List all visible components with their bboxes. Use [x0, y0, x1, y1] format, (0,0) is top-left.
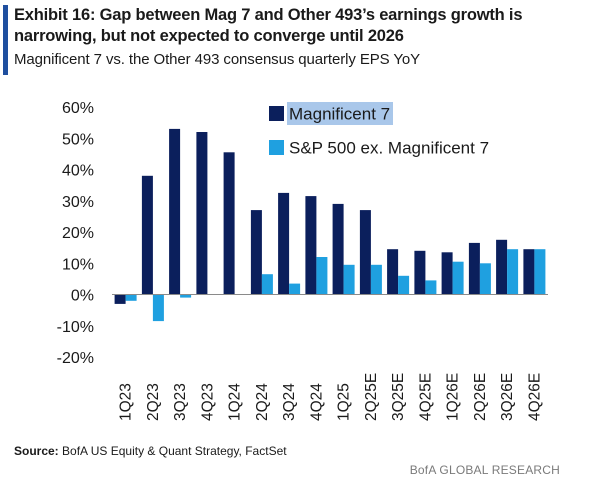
- x-tick-label: 2Q25E: [363, 373, 380, 421]
- chart-title: Exhibit 16: Gap between Mag 7 and Other …: [14, 6, 523, 45]
- bar-magnificent-7: [278, 192, 290, 295]
- y-tick-label: 20%: [62, 225, 94, 242]
- bar-magnificent-7: [387, 249, 399, 295]
- chart-subtitle: Magnificent 7 vs. the Other 493 consensu…: [14, 51, 421, 68]
- legend: Magnificent 7 S&P 500 ex. Magnificent 7: [269, 102, 489, 158]
- x-tick-label: 3Q24: [281, 383, 298, 421]
- y-tick-label: 10%: [62, 256, 94, 273]
- legend-swatch-sp500-ex-mag7: [269, 140, 284, 155]
- y-tick-label: 40%: [62, 163, 94, 180]
- bar-magnificent-7: [441, 252, 453, 295]
- y-tick-label: 0%: [71, 288, 94, 305]
- bar-magnificent-7: [141, 175, 153, 295]
- bar-sp500-ex-mag7: [316, 257, 328, 295]
- y-axis: 60% 50% 40% 30% 20% 10% 0% -10% -20%: [57, 100, 94, 367]
- y-tick-label: 60%: [62, 100, 94, 117]
- x-axis: 1Q23 2Q23 3Q23 4Q23 1Q24 2Q24 3Q24 4Q24 1Q25 2Q25…: [118, 373, 544, 421]
- legend-label-magnificent-7: Magnificent 7: [289, 105, 390, 124]
- x-tick-label: 1Q26E: [445, 373, 462, 421]
- bar-sp500-ex-mag7: [152, 294, 164, 322]
- x-tick-label: 4Q23: [199, 383, 216, 421]
- x-tick-label: 2Q23: [145, 383, 162, 421]
- x-tick-label: 1Q25: [336, 383, 353, 421]
- x-tick-label: 2Q24: [254, 383, 271, 421]
- bar-magnificent-7: [250, 210, 262, 295]
- y-tick-label: 30%: [62, 194, 94, 211]
- bar-sp500-ex-mag7: [507, 249, 519, 295]
- accent-bar: [3, 5, 8, 75]
- bar-magnificent-7: [223, 152, 235, 295]
- legend-swatch-magnificent-7: [269, 106, 284, 121]
- bar-sp500-ex-mag7: [452, 261, 464, 295]
- bar-magnificent-7: [414, 250, 426, 295]
- source-label: Source:: [14, 444, 59, 458]
- bar-magnificent-7: [359, 210, 371, 295]
- bar-chart: 60% 50% 40% 30% 20% 10% 0% -10% -20% 1Q23 2Q23 3Q2…: [57, 100, 548, 421]
- y-tick-label: -20%: [57, 350, 94, 367]
- bar-sp500-ex-mag7: [343, 264, 355, 295]
- legend-label-sp500-ex-mag7: S&P 500 ex. Magnificent 7: [289, 139, 489, 158]
- x-tick-label: 3Q26E: [499, 373, 516, 421]
- bar-sp500-ex-mag7: [180, 294, 192, 298]
- legend-highlight: [287, 102, 393, 125]
- bar-sp500-ex-mag7: [125, 294, 137, 301]
- bar-sp500-ex-mag7: [534, 249, 546, 295]
- bar-magnificent-7: [496, 239, 508, 295]
- bar-magnificent-7: [523, 249, 535, 295]
- bar-magnificent-7: [114, 294, 126, 304]
- x-tick-label: 3Q25E: [390, 373, 407, 421]
- x-tick-label: 4Q25E: [417, 373, 434, 421]
- x-tick-label: 4Q26E: [526, 373, 543, 421]
- source-note: Source: BofA US Equity & Quant Strategy,…: [14, 444, 287, 458]
- bar-sp500-ex-mag7: [479, 263, 491, 295]
- y-tick-label: -10%: [57, 319, 94, 336]
- x-tick-label: 1Q24: [227, 383, 244, 421]
- x-tick-label: 3Q23: [172, 383, 189, 421]
- bar-magnificent-7: [305, 196, 317, 295]
- bar-sp500-ex-mag7: [289, 283, 301, 295]
- x-tick-label: 2Q26E: [472, 373, 489, 421]
- bar-sp500-ex-mag7: [398, 275, 410, 295]
- bar-magnificent-7: [169, 128, 181, 295]
- bars: [114, 128, 546, 322]
- bar-sp500-ex-mag7: [425, 280, 437, 295]
- bar-magnificent-7: [332, 203, 344, 295]
- source-text: BofA US Equity & Quant Strategy, FactSet: [58, 444, 287, 458]
- bar-sp500-ex-mag7: [370, 264, 382, 295]
- bar-sp500-ex-mag7: [261, 274, 273, 295]
- x-tick-label: 4Q24: [308, 383, 325, 421]
- bar-magnificent-7: [196, 132, 208, 295]
- x-tick-label: 1Q23: [118, 383, 135, 421]
- bar-magnificent-7: [468, 242, 480, 295]
- brand-label: BofA GLOBAL RESEARCH: [409, 463, 560, 477]
- y-tick-label: 50%: [62, 131, 94, 148]
